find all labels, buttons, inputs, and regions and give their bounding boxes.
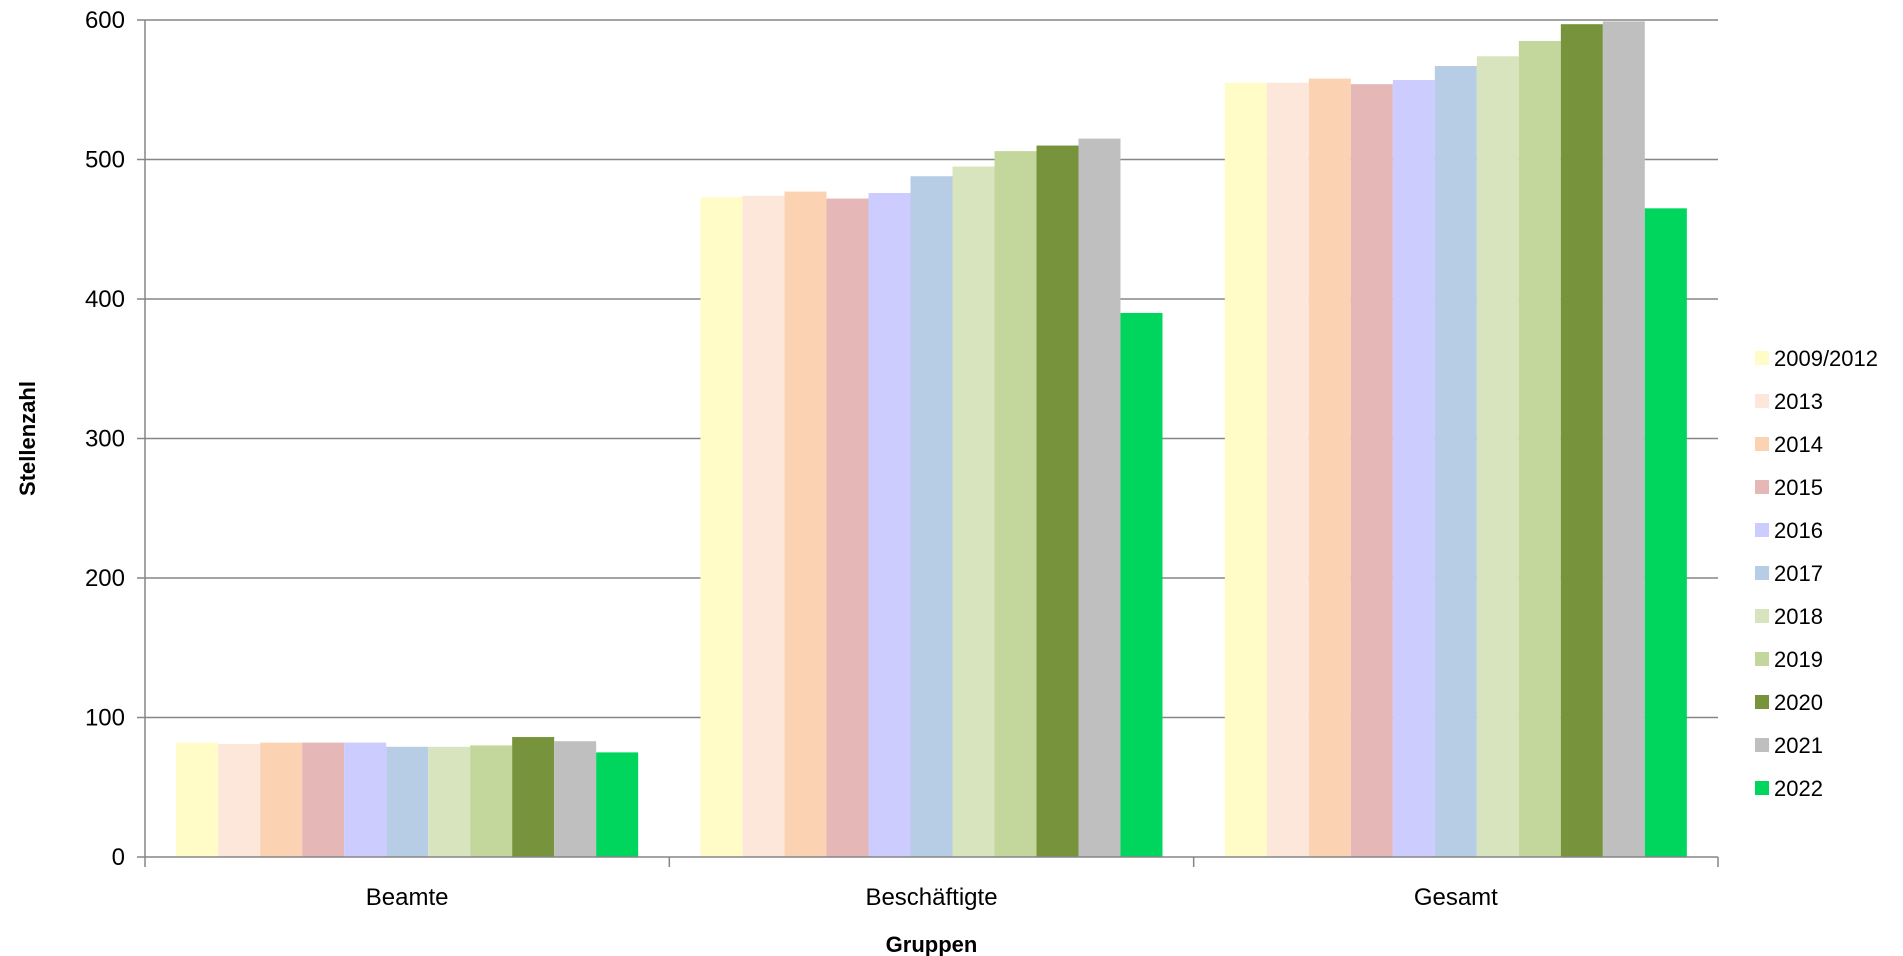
legend-label: 2022 [1774, 776, 1823, 801]
bar-2022-Gesamt [1644, 208, 1687, 857]
y-tick-label: 500 [85, 147, 125, 174]
bar-2016-Gesamt [1392, 79, 1435, 858]
bar-2014-Gesamt [1308, 78, 1351, 858]
bar-2021-Gesamt [1602, 21, 1645, 857]
bars [176, 21, 1687, 858]
legend-label: 2015 [1774, 475, 1823, 500]
legend-swatch [1755, 394, 1769, 408]
legend-label: 2017 [1774, 561, 1823, 586]
bar-2017-Beamte [386, 746, 429, 857]
bar-2020-Gesamt [1560, 24, 1603, 858]
bar-2014-Beschäftigte [784, 191, 827, 857]
bar-2018-Gesamt [1476, 56, 1519, 857]
legend-label: 2020 [1774, 690, 1823, 715]
bar-2016-Beamte [344, 742, 387, 857]
y-tick-label: 0 [112, 844, 125, 871]
bar-2019-Beschäftigte [994, 151, 1037, 857]
legend-swatch [1755, 695, 1769, 709]
bar-2013-Beschäftigte [742, 195, 785, 857]
bar-2022-Beschäftigte [1120, 312, 1163, 857]
legend-swatch [1755, 566, 1769, 580]
bar-2018-Beschäftigte [952, 166, 995, 858]
y-tick-label: 100 [85, 705, 125, 732]
bar-2017-Gesamt [1434, 66, 1477, 857]
y-tick-labels: 0 100 200 300 400 500 600 [85, 7, 125, 871]
legend-swatch [1755, 738, 1769, 752]
y-tick-label: 300 [85, 426, 125, 453]
bar-2009-2012-Gesamt [1224, 82, 1267, 857]
bar-2013-Gesamt [1266, 82, 1309, 857]
bar-2019-Gesamt [1518, 40, 1561, 858]
legend-label: 2021 [1774, 733, 1823, 758]
bar-2015-Beamte [302, 742, 345, 857]
legend: 2009/2012 2013 2014 2015 2016 2017 2018 2019 202… [1755, 346, 1878, 801]
bar-2021-Beamte [554, 741, 597, 857]
bar-2009-2012-Beschäftigte [700, 197, 743, 858]
bar-2020-Beamte [512, 737, 555, 857]
legend-swatch [1755, 781, 1769, 795]
bar-2016-Beschäftigte [868, 192, 911, 858]
bar-2013-Beamte [218, 744, 261, 857]
y-tick-label: 400 [85, 286, 125, 313]
legend-swatch [1755, 523, 1769, 537]
bar-2018-Beamte [428, 746, 471, 857]
legend-swatch [1755, 437, 1769, 451]
legend-label: 2009/2012 [1774, 346, 1878, 371]
legend-swatch [1755, 652, 1769, 666]
x-category-label: Beschäftigte [865, 884, 997, 911]
bar-2017-Beschäftigte [910, 176, 953, 858]
y-tick-label: 600 [85, 7, 125, 34]
legend-label: 2016 [1774, 518, 1823, 543]
legend-label: 2019 [1774, 647, 1823, 672]
y-tick-label: 200 [85, 565, 125, 592]
bar-2020-Beschäftigte [1036, 145, 1079, 858]
axes [137, 19, 1719, 867]
x-category-labels: Beamte Beschäftigte Gesamt [366, 884, 1498, 911]
x-category-label: Beamte [366, 884, 449, 911]
bar-2015-Gesamt [1350, 84, 1393, 858]
bar-2014-Beamte [260, 742, 303, 857]
x-axis-title: Gruppen [886, 932, 978, 956]
legend-label: 2018 [1774, 604, 1823, 629]
bar-2015-Beschäftigte [826, 198, 869, 857]
y-axis-title: Stellenzahl [15, 381, 40, 496]
legend-swatch [1755, 480, 1769, 494]
legend-swatch [1755, 351, 1769, 365]
x-category-label: Gesamt [1414, 884, 1498, 911]
bar-2009-2012-Beamte [176, 742, 219, 857]
bar-2021-Beschäftigte [1078, 138, 1121, 857]
bar-2022-Beamte [596, 752, 639, 857]
legend-label: 2013 [1774, 389, 1823, 414]
legend-swatch [1755, 609, 1769, 623]
bar-2019-Beamte [470, 745, 513, 857]
legend-label: 2014 [1774, 432, 1823, 457]
